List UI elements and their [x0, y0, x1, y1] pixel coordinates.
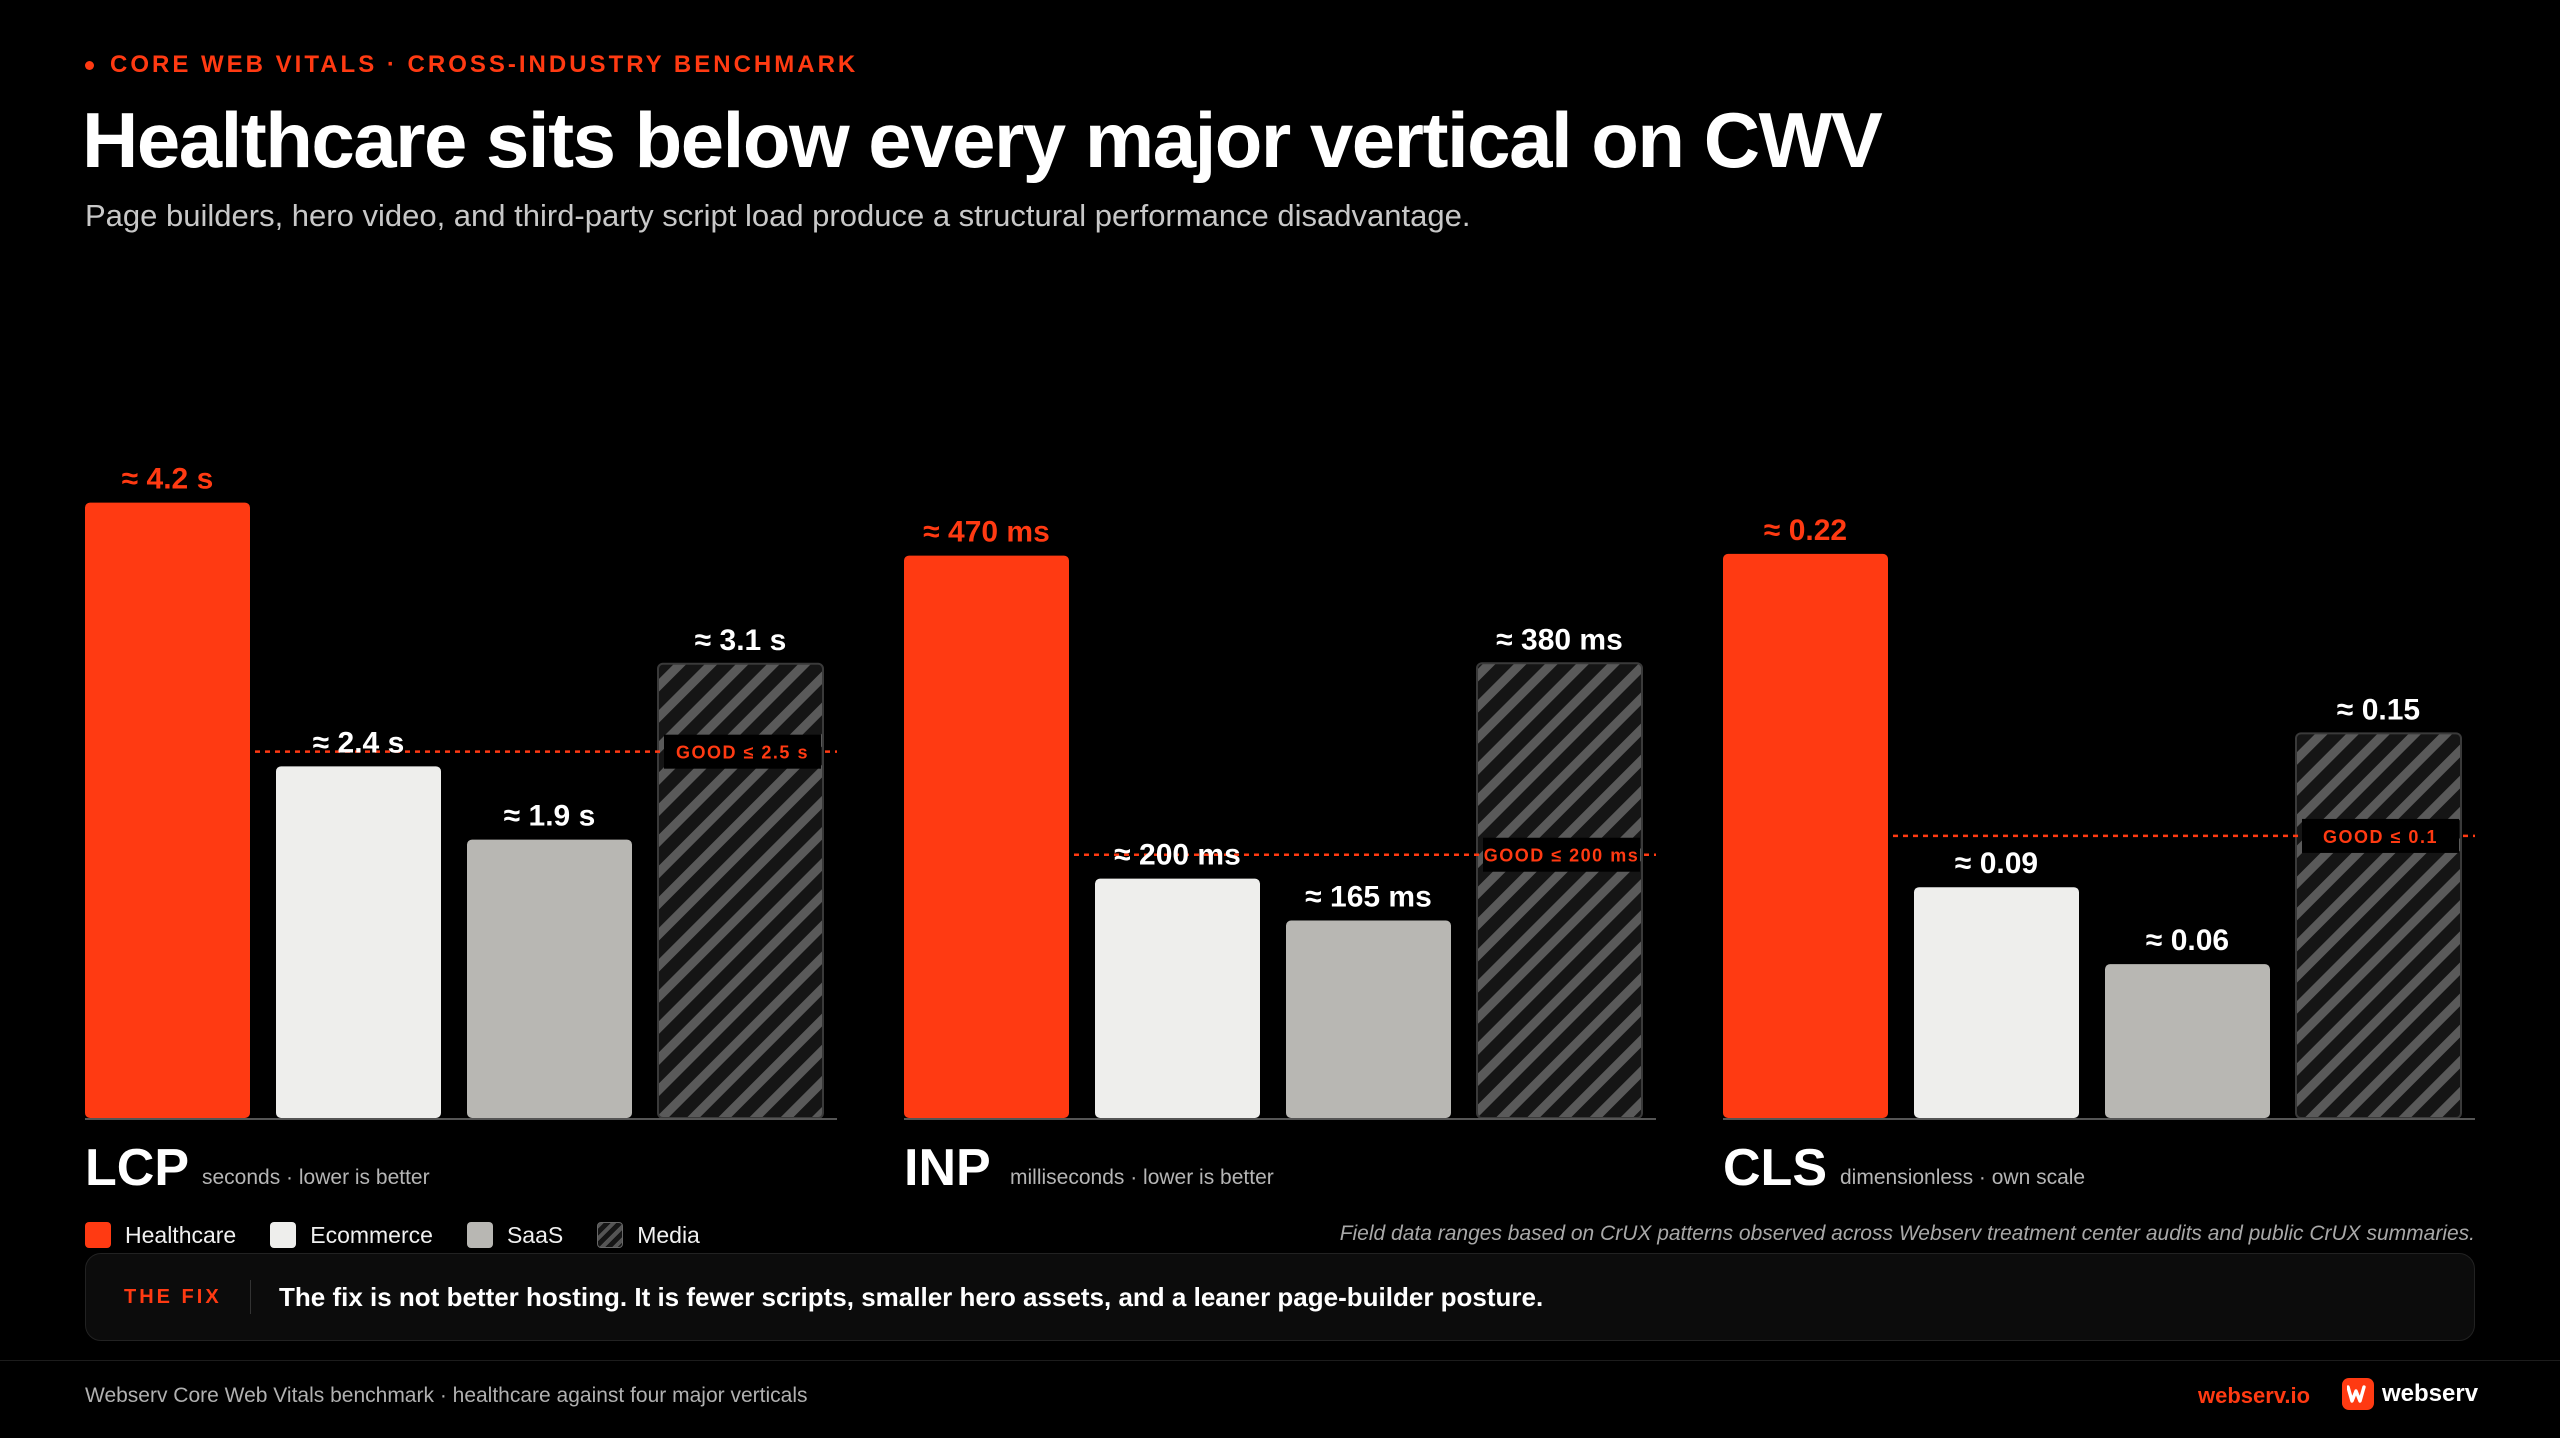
cls-chart — [1723, 553, 2475, 1120]
cls-unit-label: dimensionless · own scale — [1840, 1166, 2085, 1189]
source-note: Field data ranges based on CrUX patterns… — [1339, 1222, 2475, 1245]
legend-item-media: Media — [597, 1222, 700, 1249]
footer-url-link[interactable]: webserv.io — [2198, 1383, 2311, 1408]
inp-bar-saas — [1286, 920, 1451, 1118]
fix-text: The fix is not better hosting. It is few… — [279, 1281, 1544, 1312]
page-title: Healthcare sits below every major vertic… — [82, 96, 1883, 184]
lcp-value-label-ecommerce: ≈ 2.4 s — [313, 726, 405, 759]
brand-logo: webserv — [2342, 1378, 2478, 1410]
cls-bar-saas — [2105, 964, 2270, 1118]
legend-item-saas: SaaS — [466, 1221, 564, 1249]
legend-item-healthcare: Healthcare — [85, 1222, 236, 1249]
cls-axis-title: CLS — [1723, 1139, 1827, 1197]
lcp-chart — [85, 502, 837, 1120]
lcp-bar-media — [657, 662, 824, 1120]
brand-name: webserv — [2382, 1380, 2479, 1407]
legend-item-ecommerce: Ecommerce — [270, 1222, 433, 1249]
inp-threshold-label-bg — [1483, 837, 1640, 872]
inp-bar-media — [1476, 662, 1643, 1119]
inp-chart — [904, 555, 1656, 1120]
legend-label: SaaS — [506, 1221, 564, 1248]
legend-label: Healthcare — [125, 1221, 237, 1248]
legend: Healthcare Ecommerce SaaS Media — [85, 1218, 700, 1252]
inp-value-label-saas: ≈ 165 ms — [1305, 881, 1432, 914]
lcp-threshold-label-bg — [664, 734, 821, 769]
fix-callout: THE FIX The fix is not better hosting. I… — [85, 1253, 2475, 1341]
inp-value-label-media: ≈ 380 ms — [1496, 623, 1623, 656]
lcp-bar-saas — [467, 839, 632, 1118]
page-subtitle: Page builders, hero video, and third-par… — [85, 198, 1471, 233]
lcp-axis-title: LCP — [85, 1139, 189, 1197]
inp-value-label-healthcare: ≈ 470 ms — [923, 516, 1050, 549]
legend-label: Media — [637, 1221, 700, 1248]
cls-value-label-ecommerce: ≈ 0.09 — [1955, 847, 2038, 880]
cls-value-label-healthcare: ≈ 0.22 — [1764, 514, 1847, 547]
lcp-bar-ecommerce — [276, 766, 441, 1118]
legend-swatch-saas — [466, 1222, 493, 1248]
inp-threshold-label: GOOD ≤ 200 ms — [1484, 846, 1639, 866]
footer-caption: Webserv Core Web Vitals benchmark · heal… — [85, 1384, 808, 1407]
cls-value-label-saas: ≈ 0.06 — [2146, 924, 2229, 957]
lcp-value-label-healthcare: ≈ 4.2 s — [122, 463, 214, 496]
lcp-value-label-media: ≈ 3.1 s — [695, 624, 787, 657]
inp-value-label-ecommerce: ≈ 200 ms — [1114, 839, 1241, 872]
eyebrow: CORE WEB VITALS · CROSS-INDUSTRY BENCHMA… — [85, 50, 858, 80]
footer-divider — [0, 1360, 2560, 1361]
cls-threshold-label: GOOD ≤ 0.1 — [2323, 827, 2438, 847]
inp-unit-label: milliseconds · lower is better — [1010, 1166, 1274, 1189]
lcp-bar-healthcare — [85, 502, 250, 1119]
cls-bar-ecommerce — [1914, 887, 2079, 1118]
fix-label: THE FIX — [124, 1285, 222, 1308]
cls-value-label-media: ≈ 0.15 — [2337, 693, 2420, 726]
legend-swatch-media — [597, 1222, 624, 1248]
w-logo-icon — [2342, 1378, 2374, 1410]
lcp-threshold-label: GOOD ≤ 2.5 s — [676, 743, 809, 763]
legend-swatch-healthcare — [85, 1222, 111, 1248]
legend-swatch-ecommerce — [270, 1222, 297, 1248]
eyebrow-text: CORE WEB VITALS · CROSS-INDUSTRY BENCHMA… — [110, 51, 859, 78]
lcp-value-label-saas: ≈ 1.9 s — [504, 800, 596, 833]
eyebrow-dot-icon — [85, 60, 94, 70]
inp-axis-title: INP — [904, 1139, 991, 1197]
inp-bar-healthcare — [904, 555, 1069, 1118]
fix-divider — [250, 1280, 251, 1314]
cls-bar-media — [2295, 732, 2462, 1119]
legend-label: Ecommerce — [310, 1221, 433, 1248]
cls-threshold-label-bg — [2302, 818, 2459, 853]
lcp-unit-label: seconds · lower is better — [202, 1166, 430, 1189]
inp-bar-ecommerce — [1095, 878, 1260, 1118]
